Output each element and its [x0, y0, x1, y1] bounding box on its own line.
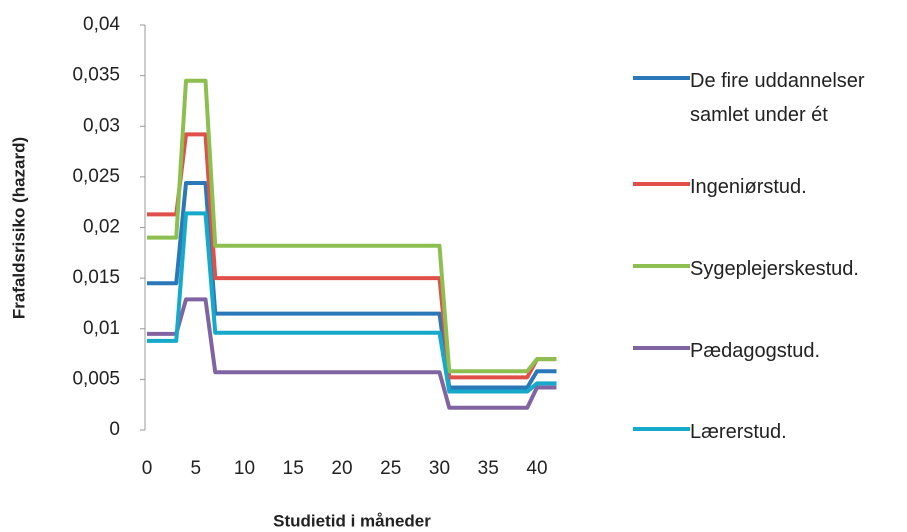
- line-series: [147, 211, 557, 394]
- legend-label-box: Sygeplejerskestud.: [690, 258, 859, 280]
- x-tick-label: 25: [380, 458, 401, 479]
- legend-label-box: Pædagogstud.: [690, 340, 821, 362]
- legend-label-box: Lærerstud.: [690, 421, 787, 443]
- legend-label: Lærerstud.: [690, 421, 787, 443]
- line-series: [147, 297, 557, 410]
- y-tick-label: 0,01: [83, 318, 120, 339]
- y-tick-label: 0,02: [83, 217, 120, 238]
- x-tick-label: 5: [190, 458, 201, 479]
- x-tick-label: 40: [526, 458, 547, 479]
- x-tick-label: 15: [283, 458, 304, 479]
- legend-label: Pædagogstud.: [690, 340, 821, 362]
- legend-label-box: Ingeniørstud.: [690, 176, 807, 198]
- y-tick-label: 0,005: [72, 368, 120, 389]
- legend-label: Sygeplejerskestud.: [690, 258, 859, 280]
- x-axis-title: Studietid i måneder: [273, 511, 431, 530]
- line-series: [147, 78, 557, 374]
- x-tick-label: 30: [429, 458, 450, 479]
- y-tick-label: 0,015: [72, 267, 120, 288]
- x-tick-label: 10: [234, 458, 255, 479]
- legend-label: De fire uddannelser samlet under ét: [690, 70, 865, 126]
- y-tick-label: 0,035: [72, 65, 120, 86]
- y-axis-title: Frafaldsrisiko (hazard): [9, 137, 28, 319]
- x-tick-label: 0: [142, 458, 153, 479]
- line-series: [147, 180, 557, 390]
- y-tick-label: 0: [109, 419, 120, 440]
- y-tick-label: 0,03: [83, 115, 120, 136]
- legend-label-box: De fire uddannelser samlet under ét: [690, 70, 865, 126]
- y-tick-label: 0,04: [83, 14, 120, 35]
- legend-label: Ingeniørstud.: [690, 176, 807, 198]
- x-tick-label: 20: [331, 458, 352, 479]
- y-tick-label: 0,025: [72, 166, 120, 187]
- x-tick-label: 35: [478, 458, 499, 479]
